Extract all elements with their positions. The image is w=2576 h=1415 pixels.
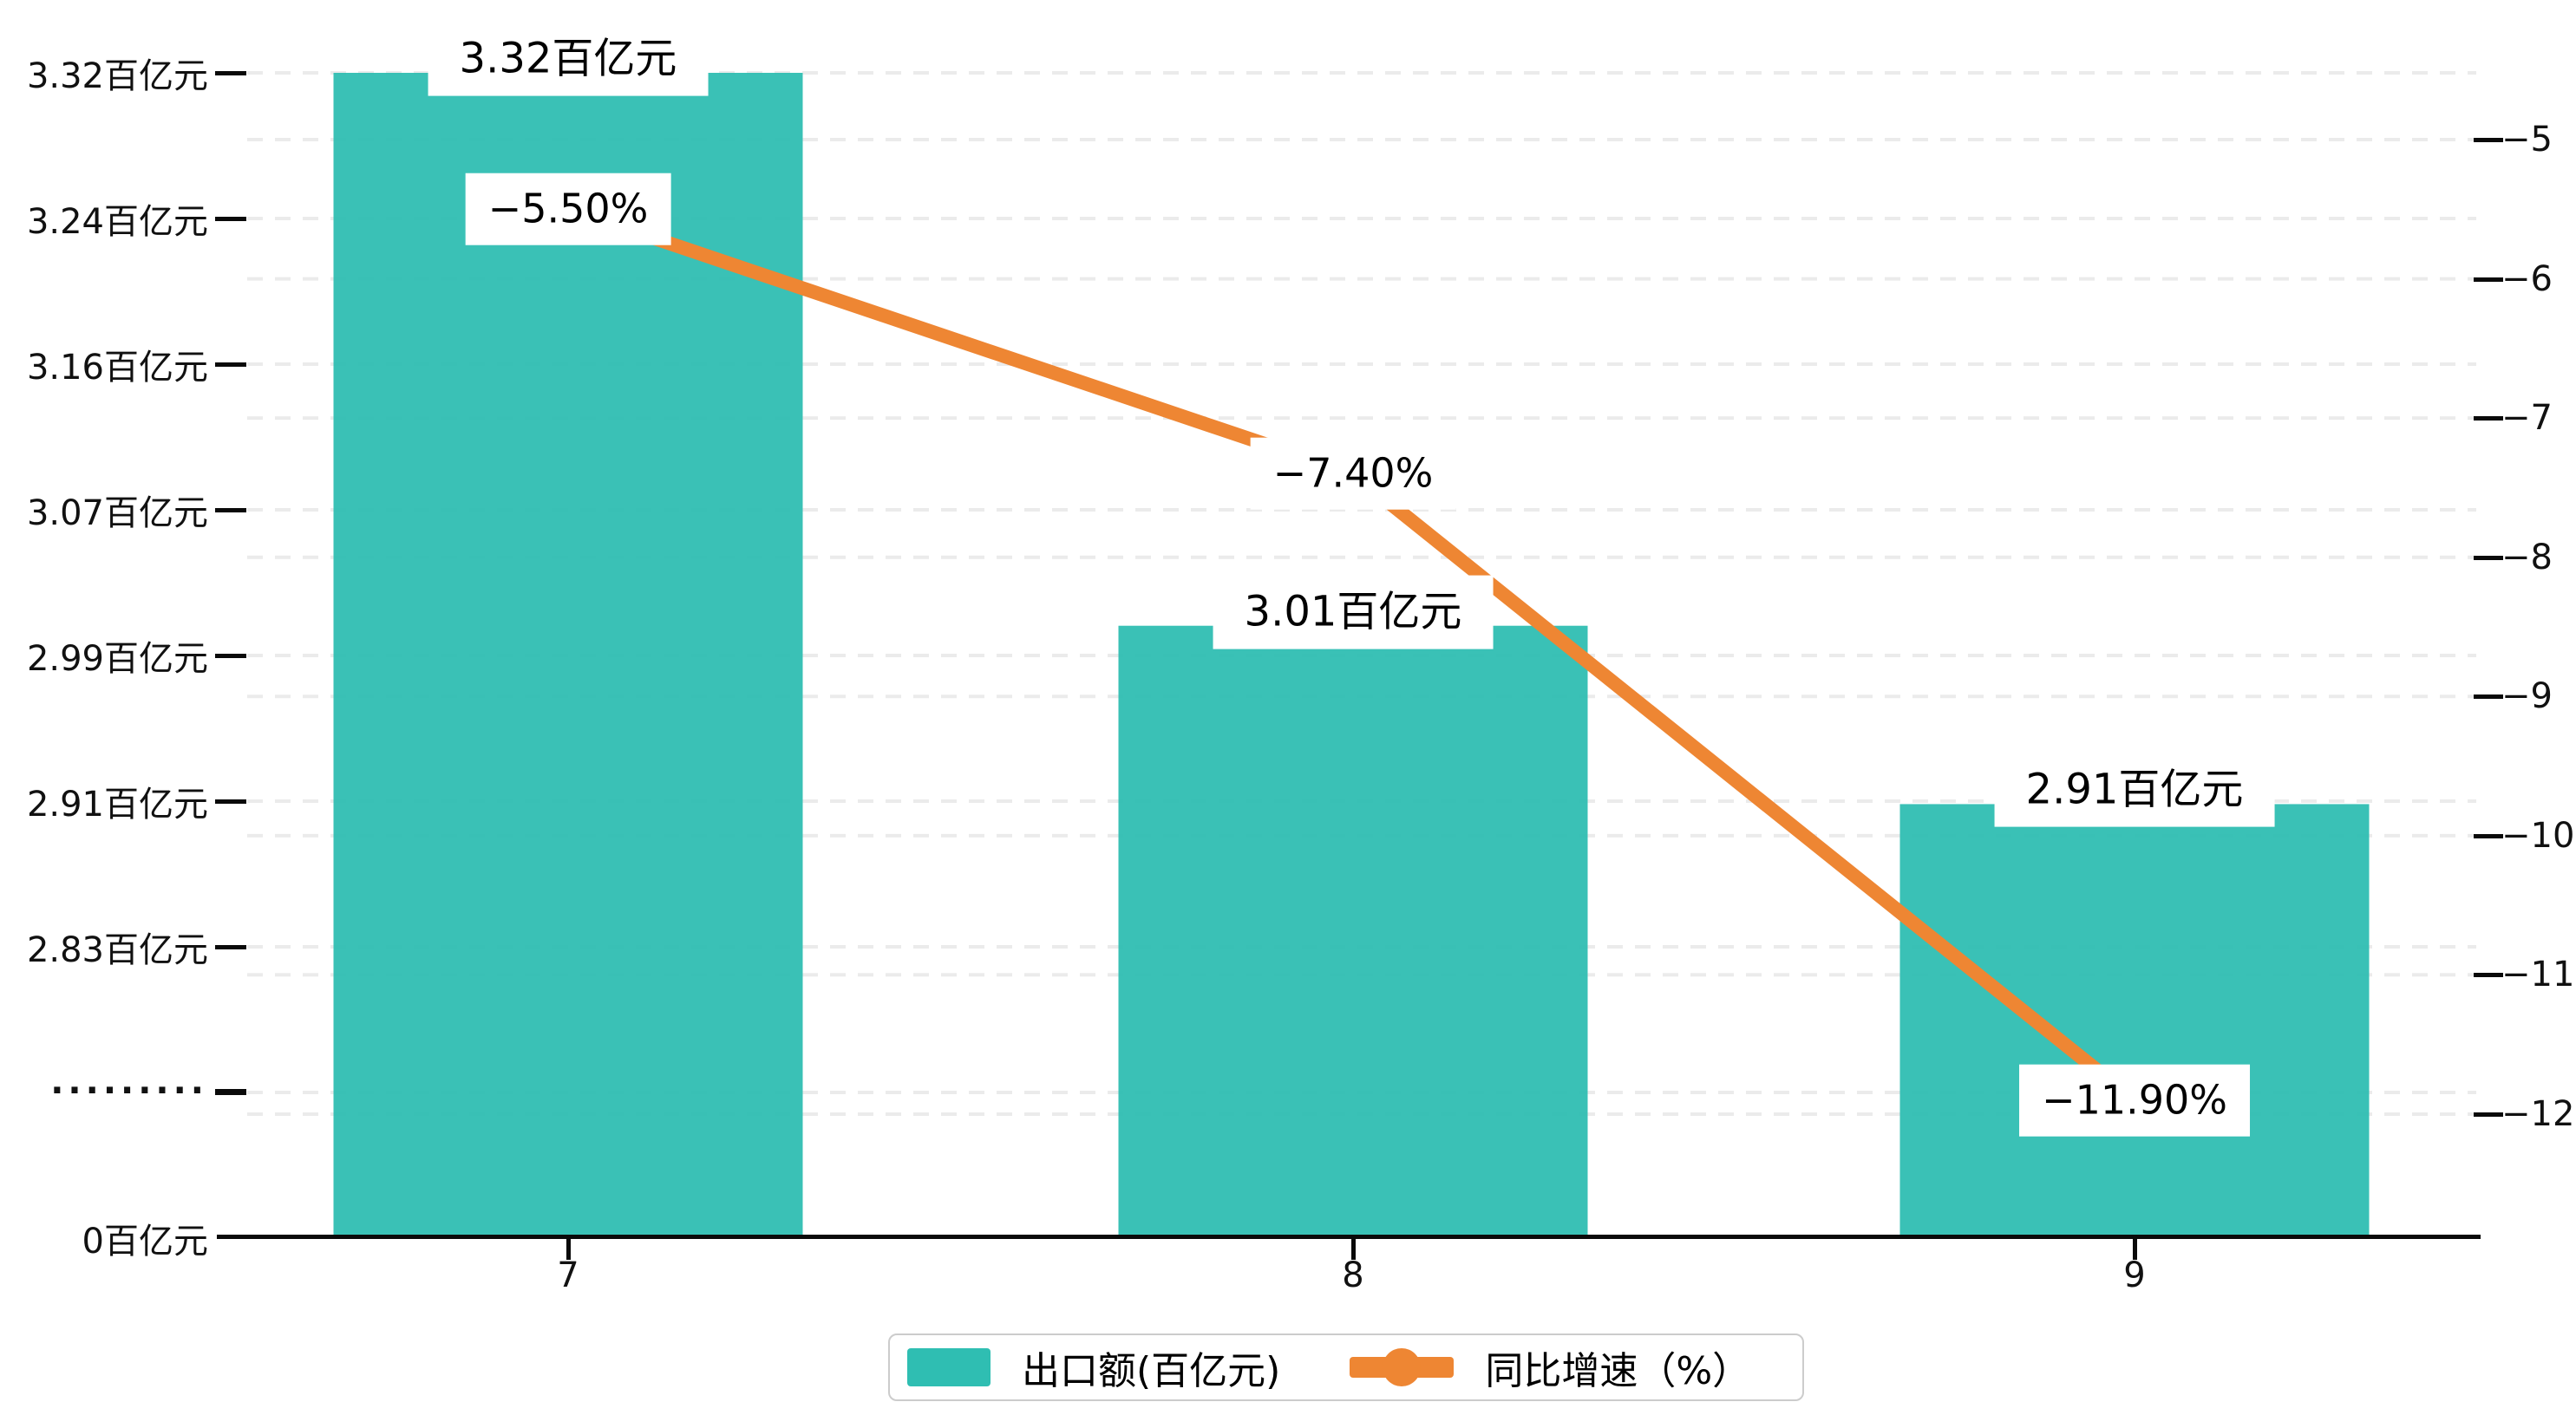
export-bar-month9[interactable] bbox=[1899, 804, 2370, 1236]
legend-item-growth[interactable]: 同比增速（%） bbox=[1350, 1340, 1750, 1395]
right-axis-tick-mark bbox=[2474, 277, 2503, 282]
x-axis-tick-mark bbox=[566, 1239, 571, 1260]
x-axis-tick-mark bbox=[2133, 1239, 2137, 1260]
left-axis-tick-mark bbox=[215, 654, 246, 658]
right-axis-tick-0: −5 bbox=[2501, 120, 2553, 160]
right-axis-tick-mark bbox=[2474, 1112, 2503, 1117]
right-axis-tick-mark bbox=[2474, 555, 2503, 560]
left-axis-tick-7: 3.24百亿元 bbox=[26, 202, 208, 242]
right-axis-tick-2: −7 bbox=[2501, 398, 2553, 438]
left-axis-tick-8: 3.32百亿元 bbox=[26, 56, 208, 96]
right-axis-tick-mark bbox=[2474, 973, 2503, 978]
left-axis-tick-2: 2.83百亿元 bbox=[26, 930, 208, 970]
legend-label-export: 出口额(百亿元) bbox=[1022, 1349, 1281, 1393]
x-axis-tick-mark bbox=[1351, 1239, 1356, 1260]
right-axis-tick-1: −6 bbox=[2501, 259, 2553, 299]
legend-item-export[interactable]: 出口额(百亿元) bbox=[907, 1340, 1280, 1395]
left-axis-tick-mark bbox=[215, 71, 246, 75]
right-axis-tick-6: −11 bbox=[2501, 955, 2575, 994]
left-axis-tick-mark bbox=[215, 945, 246, 949]
left-axis-tick-0: 0百亿元 bbox=[82, 1222, 208, 1262]
left-axis-tick-mark bbox=[215, 508, 246, 512]
bar-series-swatch-icon bbox=[907, 1348, 991, 1386]
export-bar-month7[interactable] bbox=[333, 73, 803, 1236]
x-axis-label-8: 8 bbox=[1342, 1255, 1364, 1295]
growth-label-month8: −7.40% bbox=[1250, 438, 1456, 510]
left-axis-break-indicator: ········· bbox=[50, 1071, 208, 1111]
left-axis-tick-6: 3.16百亿元 bbox=[26, 348, 208, 388]
bar-value-label-month8: 3.01百亿元 bbox=[1213, 575, 1494, 649]
right-axis-tick-5: −10 bbox=[2501, 816, 2575, 856]
legend-label-growth: 同比增速（%） bbox=[1485, 1349, 1751, 1393]
left-axis-tick-mark bbox=[215, 799, 246, 804]
right-axis-tick-7: −12 bbox=[2501, 1094, 2575, 1134]
left-axis-tick-4: 2.99百亿元 bbox=[26, 639, 208, 679]
left-axis-tick-mark bbox=[215, 1089, 246, 1093]
left-axis-tick-mark bbox=[215, 362, 246, 367]
x-axis-line bbox=[217, 1235, 2481, 1239]
growth-label-month9: −11.90% bbox=[2019, 1064, 2250, 1137]
right-axis-tick-3: −8 bbox=[2501, 538, 2553, 577]
left-axis-tick-5: 3.07百亿元 bbox=[26, 493, 208, 533]
export-bar-month8[interactable] bbox=[1118, 625, 1588, 1236]
x-axis-label-7: 7 bbox=[557, 1255, 579, 1295]
left-axis-tick-3: 2.91百亿元 bbox=[26, 785, 208, 825]
bar-value-label-month7: 3.32百亿元 bbox=[428, 22, 709, 96]
left-axis-tick-mark bbox=[215, 217, 246, 221]
growth-label-month7: −5.50% bbox=[465, 173, 671, 245]
legend: 出口额(百亿元) 同比增速（%） bbox=[888, 1333, 1804, 1401]
right-axis-tick-mark bbox=[2474, 694, 2503, 700]
line-series-marker-icon bbox=[1350, 1347, 1455, 1388]
right-axis-tick-mark bbox=[2474, 416, 2503, 421]
right-axis-tick-4: −9 bbox=[2501, 676, 2553, 716]
bar-value-label-month9: 2.91百亿元 bbox=[1994, 753, 2275, 827]
x-axis-label-9: 9 bbox=[2123, 1255, 2146, 1295]
right-axis-tick-mark bbox=[2474, 138, 2503, 142]
right-axis-tick-mark bbox=[2474, 833, 2503, 838]
